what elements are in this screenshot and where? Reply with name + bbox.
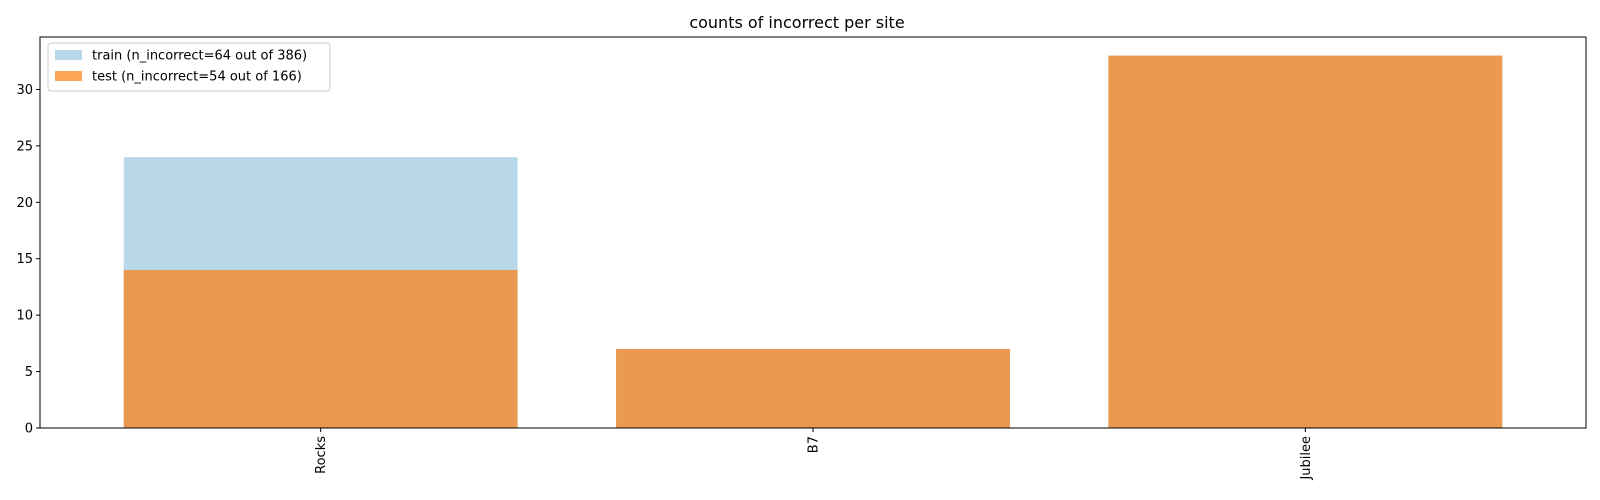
bars-layer <box>123 55 1503 428</box>
y-tick-label: 30 <box>16 83 33 98</box>
legend-swatch-train <box>55 50 82 60</box>
x-tick-label-b7: B7 <box>807 436 822 453</box>
legend-box <box>47 42 331 92</box>
y-tick-label: 15 <box>16 252 33 267</box>
y-tick-label: 5 <box>25 365 33 380</box>
y-axis: 0 5 10 15 20 25 30 <box>16 83 40 437</box>
x-tick-label-rocks: Rocks <box>314 436 329 474</box>
bar-test-jubilee <box>1108 55 1503 428</box>
chart-title: counts of incorrect per site <box>689 13 904 32</box>
x-tick-label-jubilee: Jubilee <box>1299 436 1314 481</box>
legend-label-test: test (n_incorrect=54 out of 166) <box>92 70 302 85</box>
y-tick-label: 10 <box>16 309 33 324</box>
legend-label-train: train (n_incorrect=64 out of 386) <box>92 49 307 64</box>
x-axis: Rocks B7 Jubilee <box>314 428 1314 481</box>
legend: train (n_incorrect=64 out of 386) test (n… <box>47 42 331 92</box>
bar-test-rocks <box>123 270 518 428</box>
y-tick-label: 20 <box>16 196 33 211</box>
y-tick-label: 25 <box>16 139 33 154</box>
legend-swatch-test <box>55 71 82 81</box>
bar-test-b7 <box>616 349 1010 428</box>
y-tick-label: 0 <box>25 422 33 437</box>
